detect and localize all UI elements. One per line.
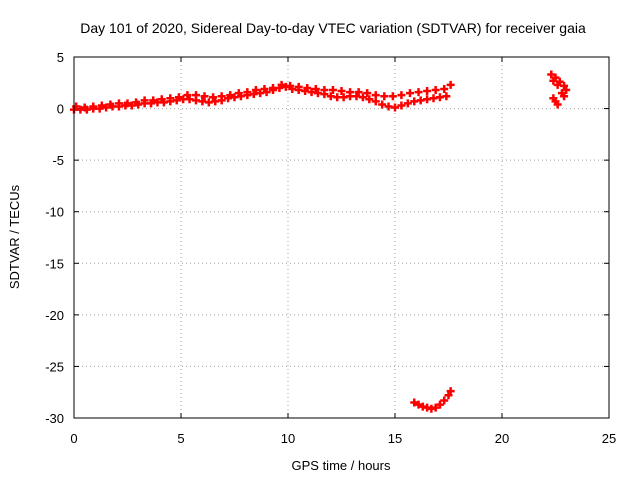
data-point	[397, 101, 406, 110]
data-point	[562, 86, 571, 95]
series-late-lower	[549, 94, 562, 109]
data-point	[251, 86, 260, 95]
data-point	[440, 396, 449, 405]
data-point	[132, 98, 141, 107]
data-point	[444, 391, 453, 400]
y-tick-label: -5	[52, 153, 64, 168]
y-tick-label: 5	[57, 50, 64, 65]
data-point	[149, 96, 158, 105]
data-point	[123, 99, 132, 108]
data-point	[553, 80, 562, 89]
data-point	[431, 403, 440, 412]
data-point	[354, 88, 363, 97]
data-point	[286, 81, 295, 90]
data-point	[380, 92, 389, 101]
x-tick-label: 25	[602, 431, 616, 446]
y-axis-label: SDTVAR / TECUs	[7, 184, 22, 289]
series-main-band-upper	[72, 80, 455, 112]
x-tick-label: 10	[281, 431, 295, 446]
data-point	[435, 400, 444, 409]
data-point	[328, 86, 337, 95]
chart-title: Day 101 of 2020, Sidereal Day-to-day VTE…	[80, 20, 586, 36]
data-point	[423, 87, 432, 96]
data-point	[106, 100, 115, 109]
data-point	[388, 92, 397, 101]
data-point	[371, 91, 380, 100]
data-point	[311, 84, 320, 93]
data-point	[397, 91, 406, 100]
data-point	[114, 99, 123, 108]
data-point	[191, 91, 200, 100]
data-point	[446, 387, 455, 396]
data-point	[440, 84, 449, 93]
data-point	[72, 102, 81, 111]
data-point	[446, 80, 455, 89]
data-point	[442, 92, 451, 101]
data-point	[183, 91, 192, 100]
data-point	[547, 70, 556, 79]
y-tick-label: -25	[45, 359, 64, 374]
data-point	[363, 89, 372, 98]
data-point	[200, 92, 209, 101]
data-point	[431, 86, 440, 95]
data-point	[410, 398, 419, 407]
data-point	[553, 100, 562, 109]
data-point	[226, 91, 235, 100]
data-point	[414, 400, 423, 409]
data-point	[414, 88, 423, 97]
data-point	[378, 100, 387, 109]
axis-ticks: 0 5 10 15 20 25 -30 -25 -20 -15 -10 -5 0 5	[45, 50, 616, 446]
y-tick-label: 0	[57, 102, 64, 117]
data-point	[403, 99, 412, 108]
data-point	[365, 95, 374, 104]
data-point	[294, 82, 303, 91]
data-point	[560, 92, 569, 101]
data-point	[358, 93, 367, 102]
data-point	[209, 93, 218, 102]
data-points	[70, 70, 571, 413]
data-point	[391, 103, 399, 112]
y-tick-label: -15	[45, 256, 64, 271]
data-point	[157, 95, 166, 104]
data-point	[303, 83, 312, 92]
data-point	[140, 96, 149, 105]
data-point	[260, 84, 269, 93]
data-point	[80, 103, 89, 112]
data-point	[549, 76, 558, 85]
x-tick-label: 15	[388, 431, 402, 446]
y-tick-label: -10	[45, 205, 64, 220]
data-point	[269, 83, 278, 92]
y-tick-label: -20	[45, 308, 64, 323]
data-point	[405, 89, 414, 98]
x-tick-label: 0	[70, 431, 77, 446]
grid-lines	[74, 57, 609, 418]
y-tick-label: -30	[45, 411, 64, 426]
data-point	[337, 87, 346, 96]
plot-frame	[73, 56, 610, 419]
series-evening-arc	[410, 387, 455, 413]
data-point	[89, 102, 98, 111]
data-point	[320, 86, 329, 95]
data-point	[234, 89, 243, 98]
x-axis-label: GPS time / hours	[292, 458, 391, 473]
x-tick-label: 20	[495, 431, 509, 446]
data-point	[277, 80, 286, 89]
series-late-upper	[547, 70, 571, 101]
x-tick-label: 5	[177, 431, 184, 446]
data-point	[217, 92, 226, 101]
data-point	[346, 88, 355, 97]
data-point	[166, 94, 175, 103]
data-point	[243, 88, 252, 97]
data-point	[97, 101, 106, 110]
data-point	[174, 93, 183, 102]
